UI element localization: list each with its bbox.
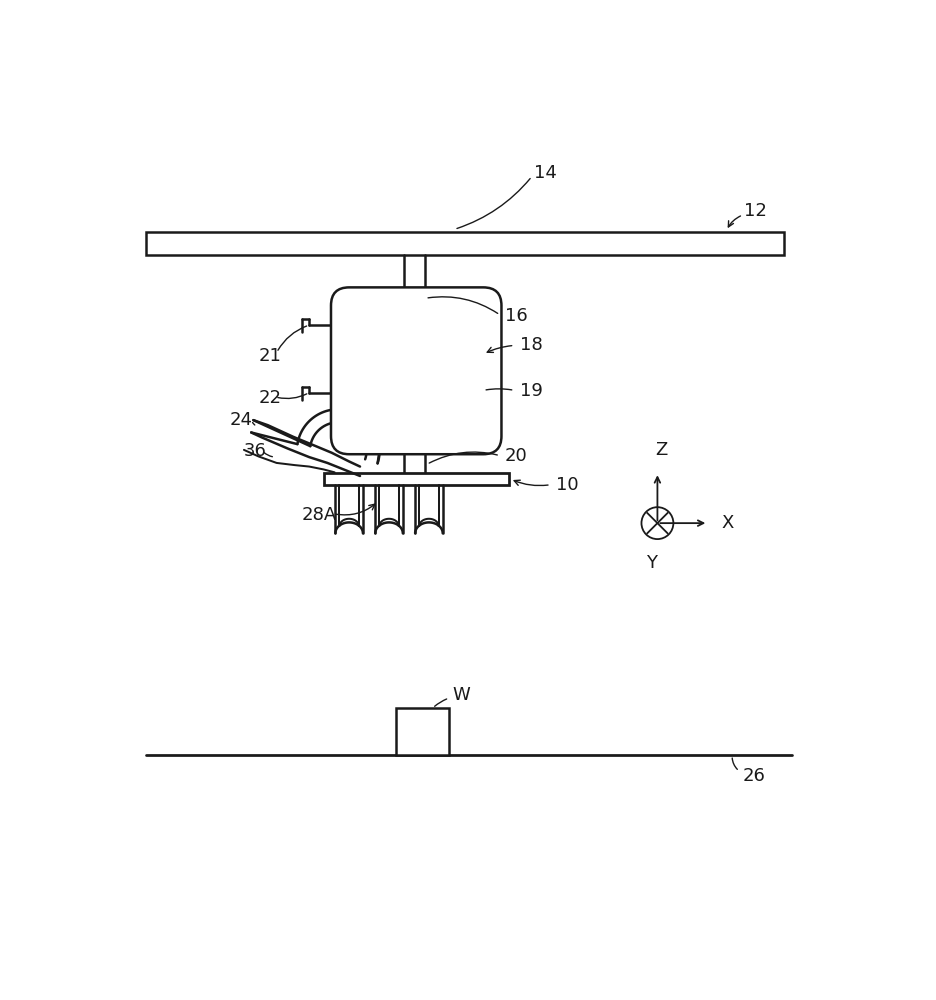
FancyBboxPatch shape	[331, 287, 502, 454]
Text: 10: 10	[556, 476, 578, 494]
Text: 14: 14	[534, 164, 557, 182]
Bar	[146, 232, 784, 255]
Text: X: X	[722, 514, 734, 532]
Text: 18: 18	[519, 336, 542, 354]
Text: 22: 22	[258, 389, 282, 407]
Text: 26: 26	[742, 767, 765, 785]
Bar	[396, 708, 448, 755]
Text: 12: 12	[744, 202, 768, 220]
Text: Y: Y	[646, 554, 657, 572]
Text: 19: 19	[519, 382, 543, 400]
Bar	[324, 473, 509, 485]
Text: 16: 16	[505, 307, 528, 325]
Text: 20: 20	[505, 447, 528, 465]
Text: 28A: 28A	[302, 506, 337, 524]
Text: 24: 24	[229, 411, 253, 429]
Text: Z: Z	[655, 441, 667, 459]
Text: 36: 36	[244, 442, 267, 460]
Text: W: W	[452, 686, 470, 704]
Text: 21: 21	[258, 347, 282, 365]
